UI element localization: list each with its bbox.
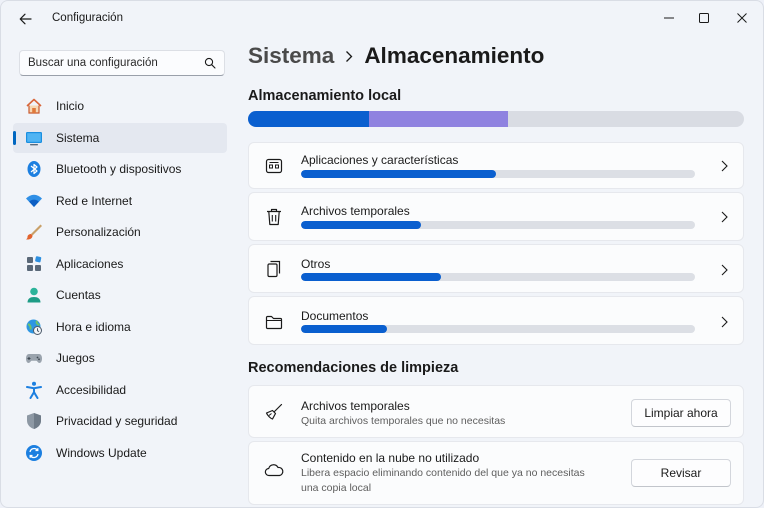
back-button[interactable] bbox=[13, 8, 37, 30]
sidebar-item-sistema[interactable]: Sistema bbox=[13, 122, 227, 153]
chevron-right-icon bbox=[719, 264, 729, 276]
storage-segment-0 bbox=[248, 111, 369, 127]
cleanup-item-temp-files: Archivos temporales Quita archivos tempo… bbox=[248, 385, 744, 438]
gamepad-icon bbox=[25, 349, 43, 367]
sidebar-item-red[interactable]: Red e Internet bbox=[13, 186, 227, 216]
cleanup-item-cloud-content: Contenido en la nube no utilizado Libera… bbox=[248, 441, 744, 505]
sidebar-item-juegos[interactable]: Juegos bbox=[13, 343, 227, 373]
sidebar-item-personalizacion[interactable]: Personalización bbox=[13, 217, 227, 247]
breadcrumb-chevron-icon bbox=[345, 50, 353, 63]
other-docs-icon bbox=[264, 259, 284, 279]
apps-icon bbox=[25, 255, 43, 273]
category-usage-bar bbox=[301, 170, 695, 178]
title-bar: Configuración bbox=[1, 1, 763, 35]
storage-category-temp[interactable]: Archivos temporales bbox=[248, 192, 744, 241]
sidebar-nav: Inicio Sistema Bluetooth y dispositivos bbox=[13, 91, 227, 469]
page-title: Almacenamiento bbox=[364, 43, 545, 68]
sidebar-item-aplicaciones[interactable]: Aplicaciones bbox=[13, 249, 227, 279]
sidebar-item-label: Bluetooth y dispositivos bbox=[56, 162, 182, 176]
accessibility-icon bbox=[25, 381, 43, 399]
review-button[interactable]: Revisar bbox=[631, 459, 731, 487]
sidebar-item-privacidad[interactable]: Privacidad y seguridad bbox=[13, 406, 227, 436]
cleanup-title: Recomendaciones de limpieza bbox=[248, 360, 459, 376]
category-label: Aplicaciones y características bbox=[301, 153, 459, 167]
sidebar-item-label: Juegos bbox=[56, 351, 95, 365]
sidebar-item-hora[interactable]: Hora e idioma bbox=[13, 312, 227, 342]
sidebar-item-accesibilidad[interactable]: Accesibilidad bbox=[13, 375, 227, 405]
search-box[interactable] bbox=[19, 50, 225, 76]
maximize-icon bbox=[699, 13, 709, 23]
broom-icon bbox=[264, 402, 284, 422]
chevron-right-icon bbox=[719, 211, 729, 223]
storage-category-otros[interactable]: Otros bbox=[248, 244, 744, 293]
close-button[interactable] bbox=[729, 6, 755, 30]
home-icon bbox=[25, 97, 43, 115]
sidebar-item-label: Inicio bbox=[56, 99, 85, 113]
globe-clock-icon bbox=[25, 318, 43, 336]
category-usage-bar bbox=[301, 221, 695, 229]
category-usage-bar bbox=[301, 273, 695, 281]
minimize-button[interactable] bbox=[656, 6, 682, 30]
storage-segment-1 bbox=[368, 111, 509, 127]
cleanup-item-description: Libera espacio eliminando contenido del … bbox=[301, 467, 585, 479]
storage-usage-bar bbox=[248, 111, 744, 127]
trash-icon bbox=[264, 207, 284, 227]
clean-now-button[interactable]: Limpiar ahora bbox=[631, 399, 731, 427]
search-icon[interactable] bbox=[204, 57, 216, 69]
minimize-icon bbox=[664, 17, 674, 19]
local-storage-title: Almacenamiento local bbox=[248, 88, 402, 104]
storage-category-documentos[interactable]: Documentos bbox=[248, 296, 744, 345]
breadcrumb-parent[interactable]: Sistema bbox=[248, 43, 335, 68]
brush-icon bbox=[25, 223, 43, 241]
sidebar-item-label: Privacidad y seguridad bbox=[56, 414, 178, 428]
sidebar-item-label: Red e Internet bbox=[56, 193, 133, 208]
back-arrow-icon bbox=[19, 13, 32, 25]
bluetooth-icon bbox=[25, 160, 43, 178]
apps-features-icon bbox=[264, 156, 284, 176]
shield-icon bbox=[25, 412, 43, 430]
storage-category-apps[interactable]: Aplicaciones y características bbox=[248, 142, 744, 189]
monitor-icon bbox=[25, 129, 43, 147]
search-input[interactable] bbox=[28, 57, 198, 69]
category-label: Documentos bbox=[301, 309, 369, 323]
sidebar-item-cuentas[interactable]: Cuentas bbox=[13, 280, 227, 310]
sidebar-item-label: Sistema bbox=[56, 130, 100, 145]
cleanup-item-title: Contenido en la nube no utilizado bbox=[301, 451, 480, 465]
close-icon bbox=[737, 13, 747, 23]
category-label: Otros bbox=[301, 257, 331, 271]
cleanup-item-description: una copia local bbox=[301, 482, 372, 494]
sidebar-item-label: Personalización bbox=[56, 225, 141, 239]
chevron-right-icon bbox=[719, 316, 729, 328]
sidebar-item-inicio[interactable]: Inicio bbox=[13, 91, 227, 121]
sidebar-item-label: Accesibilidad bbox=[56, 382, 127, 397]
cleanup-item-description: Quita archivos temporales que no necesit… bbox=[301, 415, 506, 427]
maximize-button[interactable] bbox=[691, 6, 717, 30]
category-label: Archivos temporales bbox=[301, 204, 410, 218]
folder-icon bbox=[264, 312, 284, 332]
cleanup-item-title: Archivos temporales bbox=[301, 399, 410, 413]
breadcrumb: Sistema Almacenamiento bbox=[248, 41, 544, 71]
wifi-icon bbox=[25, 192, 43, 210]
chevron-right-icon bbox=[719, 160, 729, 172]
sidebar-item-label: Hora e idioma bbox=[56, 319, 131, 334]
account-icon bbox=[25, 286, 43, 304]
sidebar-item-bluetooth[interactable]: Bluetooth y dispositivos bbox=[13, 154, 227, 184]
sidebar-item-label: Cuentas bbox=[56, 288, 101, 302]
sidebar-item-label: Aplicaciones bbox=[56, 256, 124, 271]
sidebar-item-windows-update[interactable]: Windows Update bbox=[13, 438, 227, 468]
update-icon bbox=[25, 444, 43, 462]
app-title: Configuración bbox=[52, 12, 123, 24]
category-usage-bar bbox=[301, 325, 695, 333]
sidebar-item-label: Windows Update bbox=[56, 445, 147, 460]
cloud-icon bbox=[264, 460, 284, 480]
